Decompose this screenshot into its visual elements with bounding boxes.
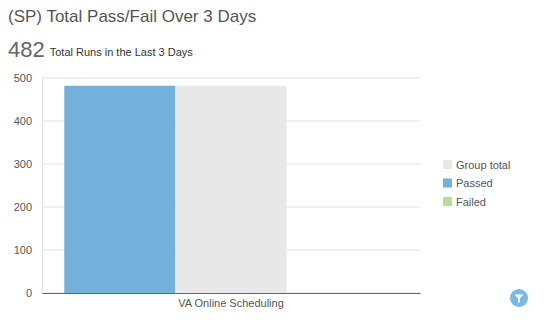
grid-line [42,78,420,79]
filter-button[interactable] [510,289,528,307]
y-tick-label: 300 [14,158,32,170]
subtitle: Total Runs in the Last 3 Days [50,46,194,58]
legend-swatch [443,197,452,206]
x-tick: VA Online Scheduling [178,293,284,309]
y-tick: 100 [14,244,42,256]
chart: (SP) Total Pass/Fail Over 3 Days 482 Total… [0,0,550,335]
x-tick-label: VA Online Scheduling [178,297,284,309]
legend: Group total Passed Failed [443,159,510,208]
y-tick: 500 [14,72,42,84]
legend-swatch [443,179,452,188]
y-tick-label: 400 [14,115,32,127]
bar [64,86,175,293]
legend-label: Passed [456,177,493,189]
x-axis-line [43,293,421,294]
filter-icon[interactable] [515,295,524,304]
x-axis: VA Online Scheduling [43,293,421,309]
y-axis-line [42,79,43,294]
grid [42,78,420,293]
title: (SP) Total Pass/Fail Over 3 Days [8,7,256,26]
y-tick-label: 200 [14,201,32,213]
legend-item: Group total [443,159,510,171]
legend-swatch [443,160,452,169]
y-axis: 0 100 200 300 400 500 [14,72,43,299]
y-tick-label: 100 [14,244,32,256]
y-tick: 300 [14,158,42,170]
y-tick: 400 [14,115,42,127]
total: 482 [8,37,45,62]
y-tick: 200 [14,201,42,213]
filter-button-bg[interactable] [510,289,528,307]
legend-label: Group total [456,159,510,171]
bars [64,86,286,293]
legend-item: Passed [443,177,493,189]
y-tick-label: 0 [26,287,32,299]
y-tick: 0 [26,287,42,299]
legend-label: Failed [456,196,486,208]
bar [175,86,286,293]
bar [287,293,398,294]
legend-item: Failed [443,196,486,208]
y-tick-label: 500 [14,72,32,84]
